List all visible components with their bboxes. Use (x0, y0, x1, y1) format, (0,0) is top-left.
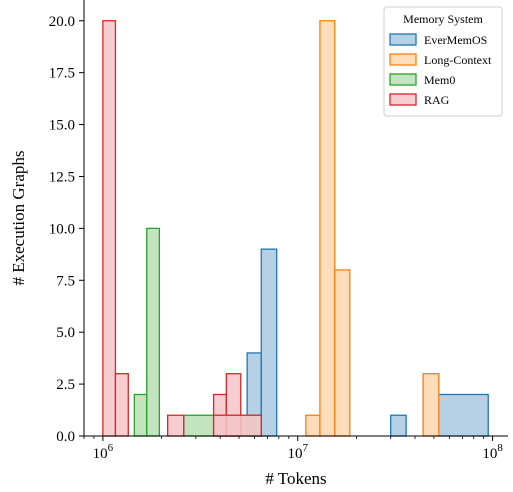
histogram-bar-long-context (319, 20, 336, 437)
histogram-bar-rag (212, 414, 262, 437)
histogram-bar-evermemos (390, 414, 407, 437)
y-axis-title: # Execution Graphs (9, 150, 28, 285)
legend-swatch (389, 73, 417, 86)
x-tick-label: 107 (287, 442, 308, 462)
histogram-bar-rag (114, 373, 129, 437)
histogram-bar-mem0 (146, 227, 161, 437)
legend: Memory System EverMemOS Long-Context Mem0 R… (383, 6, 503, 117)
legend-label: Mem0 (424, 73, 455, 87)
histogram-bar-long-context (334, 269, 351, 437)
histogram-bar-long-context (305, 414, 321, 437)
y-tick-label: 15.0 (49, 118, 75, 134)
y-tick-label: 7.5 (56, 273, 75, 289)
x-axis-title: # Tokens (265, 469, 326, 488)
x-axis-ticks: 106 107 108 (83, 436, 503, 462)
histogram-bar-evermemos (260, 248, 278, 437)
y-tick-label: 5.0 (56, 325, 75, 341)
y-tick-label: 2.5 (56, 377, 75, 393)
legend-label: EverMemOS (424, 33, 487, 47)
x-tick-label: 106 (93, 442, 114, 462)
y-tick-label: 12.5 (49, 169, 75, 185)
legend-swatch (389, 53, 417, 66)
legend-swatch (389, 33, 417, 46)
histogram-bar-mem0 (133, 393, 148, 437)
histogram-bar-evermemos (438, 393, 489, 437)
legend-swatch (389, 93, 417, 106)
y-tick-label: 17.5 (49, 66, 75, 82)
histogram-bar-rag (167, 414, 185, 437)
y-tick-label: 10.0 (49, 221, 75, 237)
y-axis-ticks: 0.0 2.5 5.0 7.5 10.0 12.5 15.0 17.5 20.0 (49, 14, 84, 445)
y-tick-label: 20.0 (49, 14, 75, 30)
histogram-bars (102, 20, 489, 437)
histogram-bar-long-context (422, 373, 440, 437)
legend-label: Long-Context (424, 53, 492, 67)
legend-label: RAG (424, 93, 450, 107)
x-tick-label: 108 (482, 442, 503, 462)
y-tick-label: 0.0 (56, 429, 75, 445)
histogram-bar-rag (102, 20, 117, 437)
legend-title: Memory System (403, 12, 483, 26)
legend-items: EverMemOS Long-Context Mem0 RAG (389, 33, 492, 107)
